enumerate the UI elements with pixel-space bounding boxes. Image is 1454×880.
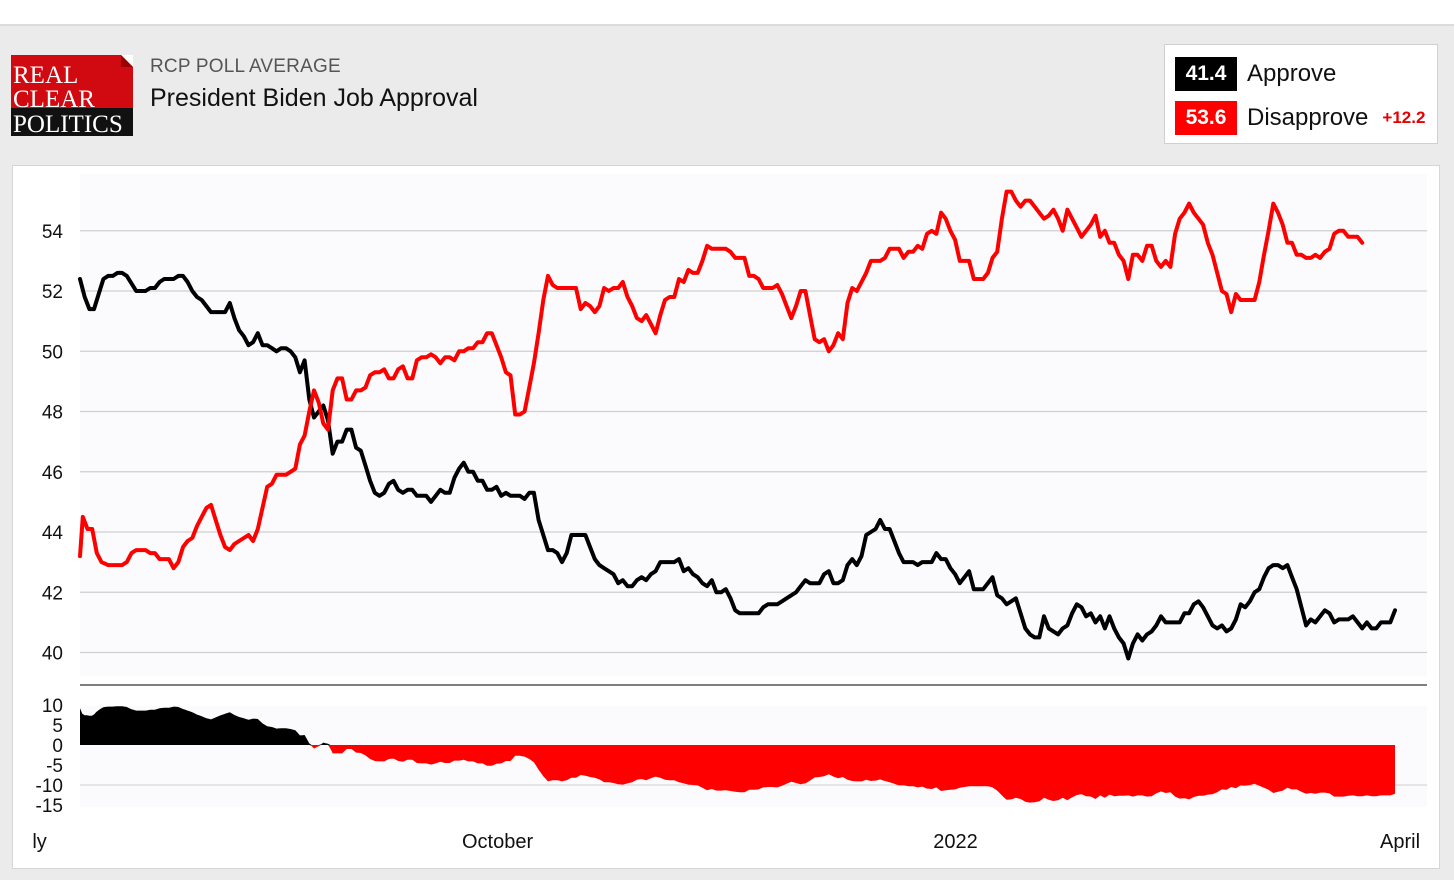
y-tick-label: 40 — [42, 644, 63, 665]
page-title: President Biden Job Approval — [150, 84, 478, 112]
y-tick-label: 48 — [42, 403, 63, 424]
legend-row-approve: 41.4 Approve — [1175, 57, 1336, 91]
poll-average-label: RCP POLL AVERAGE — [150, 56, 341, 77]
y-tick-label: 54 — [42, 222, 64, 243]
chart-area: 40 42 44 46 48 50 52 54 10 5 0 -5 -10 -15 ly October 202… — [12, 165, 1440, 869]
legend-row-disapprove: 53.6 Disapprove +12.2 — [1175, 101, 1425, 135]
spread-positive-area — [80, 706, 1395, 745]
spread-tick-label: 0 — [52, 736, 63, 757]
spread-tick-label: 5 — [52, 716, 63, 737]
y-tick-label: 50 — [42, 342, 63, 363]
spread-tick-label: -10 — [36, 776, 63, 797]
disapprove-value: 53.6 — [1175, 101, 1237, 135]
y-tick-label: 52 — [42, 282, 63, 303]
x-tick-label: ly — [32, 831, 46, 853]
x-tick-label: 2022 — [933, 831, 978, 853]
logo-line-3: POLITICS — [13, 111, 123, 136]
spread-tick-label: -5 — [46, 756, 63, 777]
disapprove-label: Disapprove — [1247, 104, 1369, 131]
logo-line-2: CLEAR — [13, 86, 95, 113]
main-plot-bg — [80, 174, 1427, 676]
spread-tick-label: -15 — [36, 796, 63, 817]
x-tick-label: April — [1380, 831, 1420, 853]
rcp-logo: REAL CLEAR POLITICS — [11, 55, 133, 136]
logo-line-1: REAL — [13, 62, 78, 89]
spread-value: +12.2 — [1382, 108, 1426, 127]
top-bar — [0, 0, 1454, 26]
y-tick-label: 46 — [42, 463, 63, 484]
series-line-approve — [78, 270, 1397, 661]
x-tick-label: October — [462, 831, 533, 853]
y-tick-label: 42 — [42, 583, 63, 604]
series-line-disapprove — [78, 189, 1365, 571]
spread-tick-label: 10 — [42, 696, 63, 717]
y-tick-label: 44 — [42, 523, 64, 544]
chart-legend: 41.4 Approve 53.6 Disapprove +12.2 — [1164, 44, 1438, 144]
approve-value: 41.4 — [1175, 57, 1237, 91]
approve-label: Approve — [1247, 60, 1337, 87]
spread-negative-area — [80, 745, 1395, 803]
